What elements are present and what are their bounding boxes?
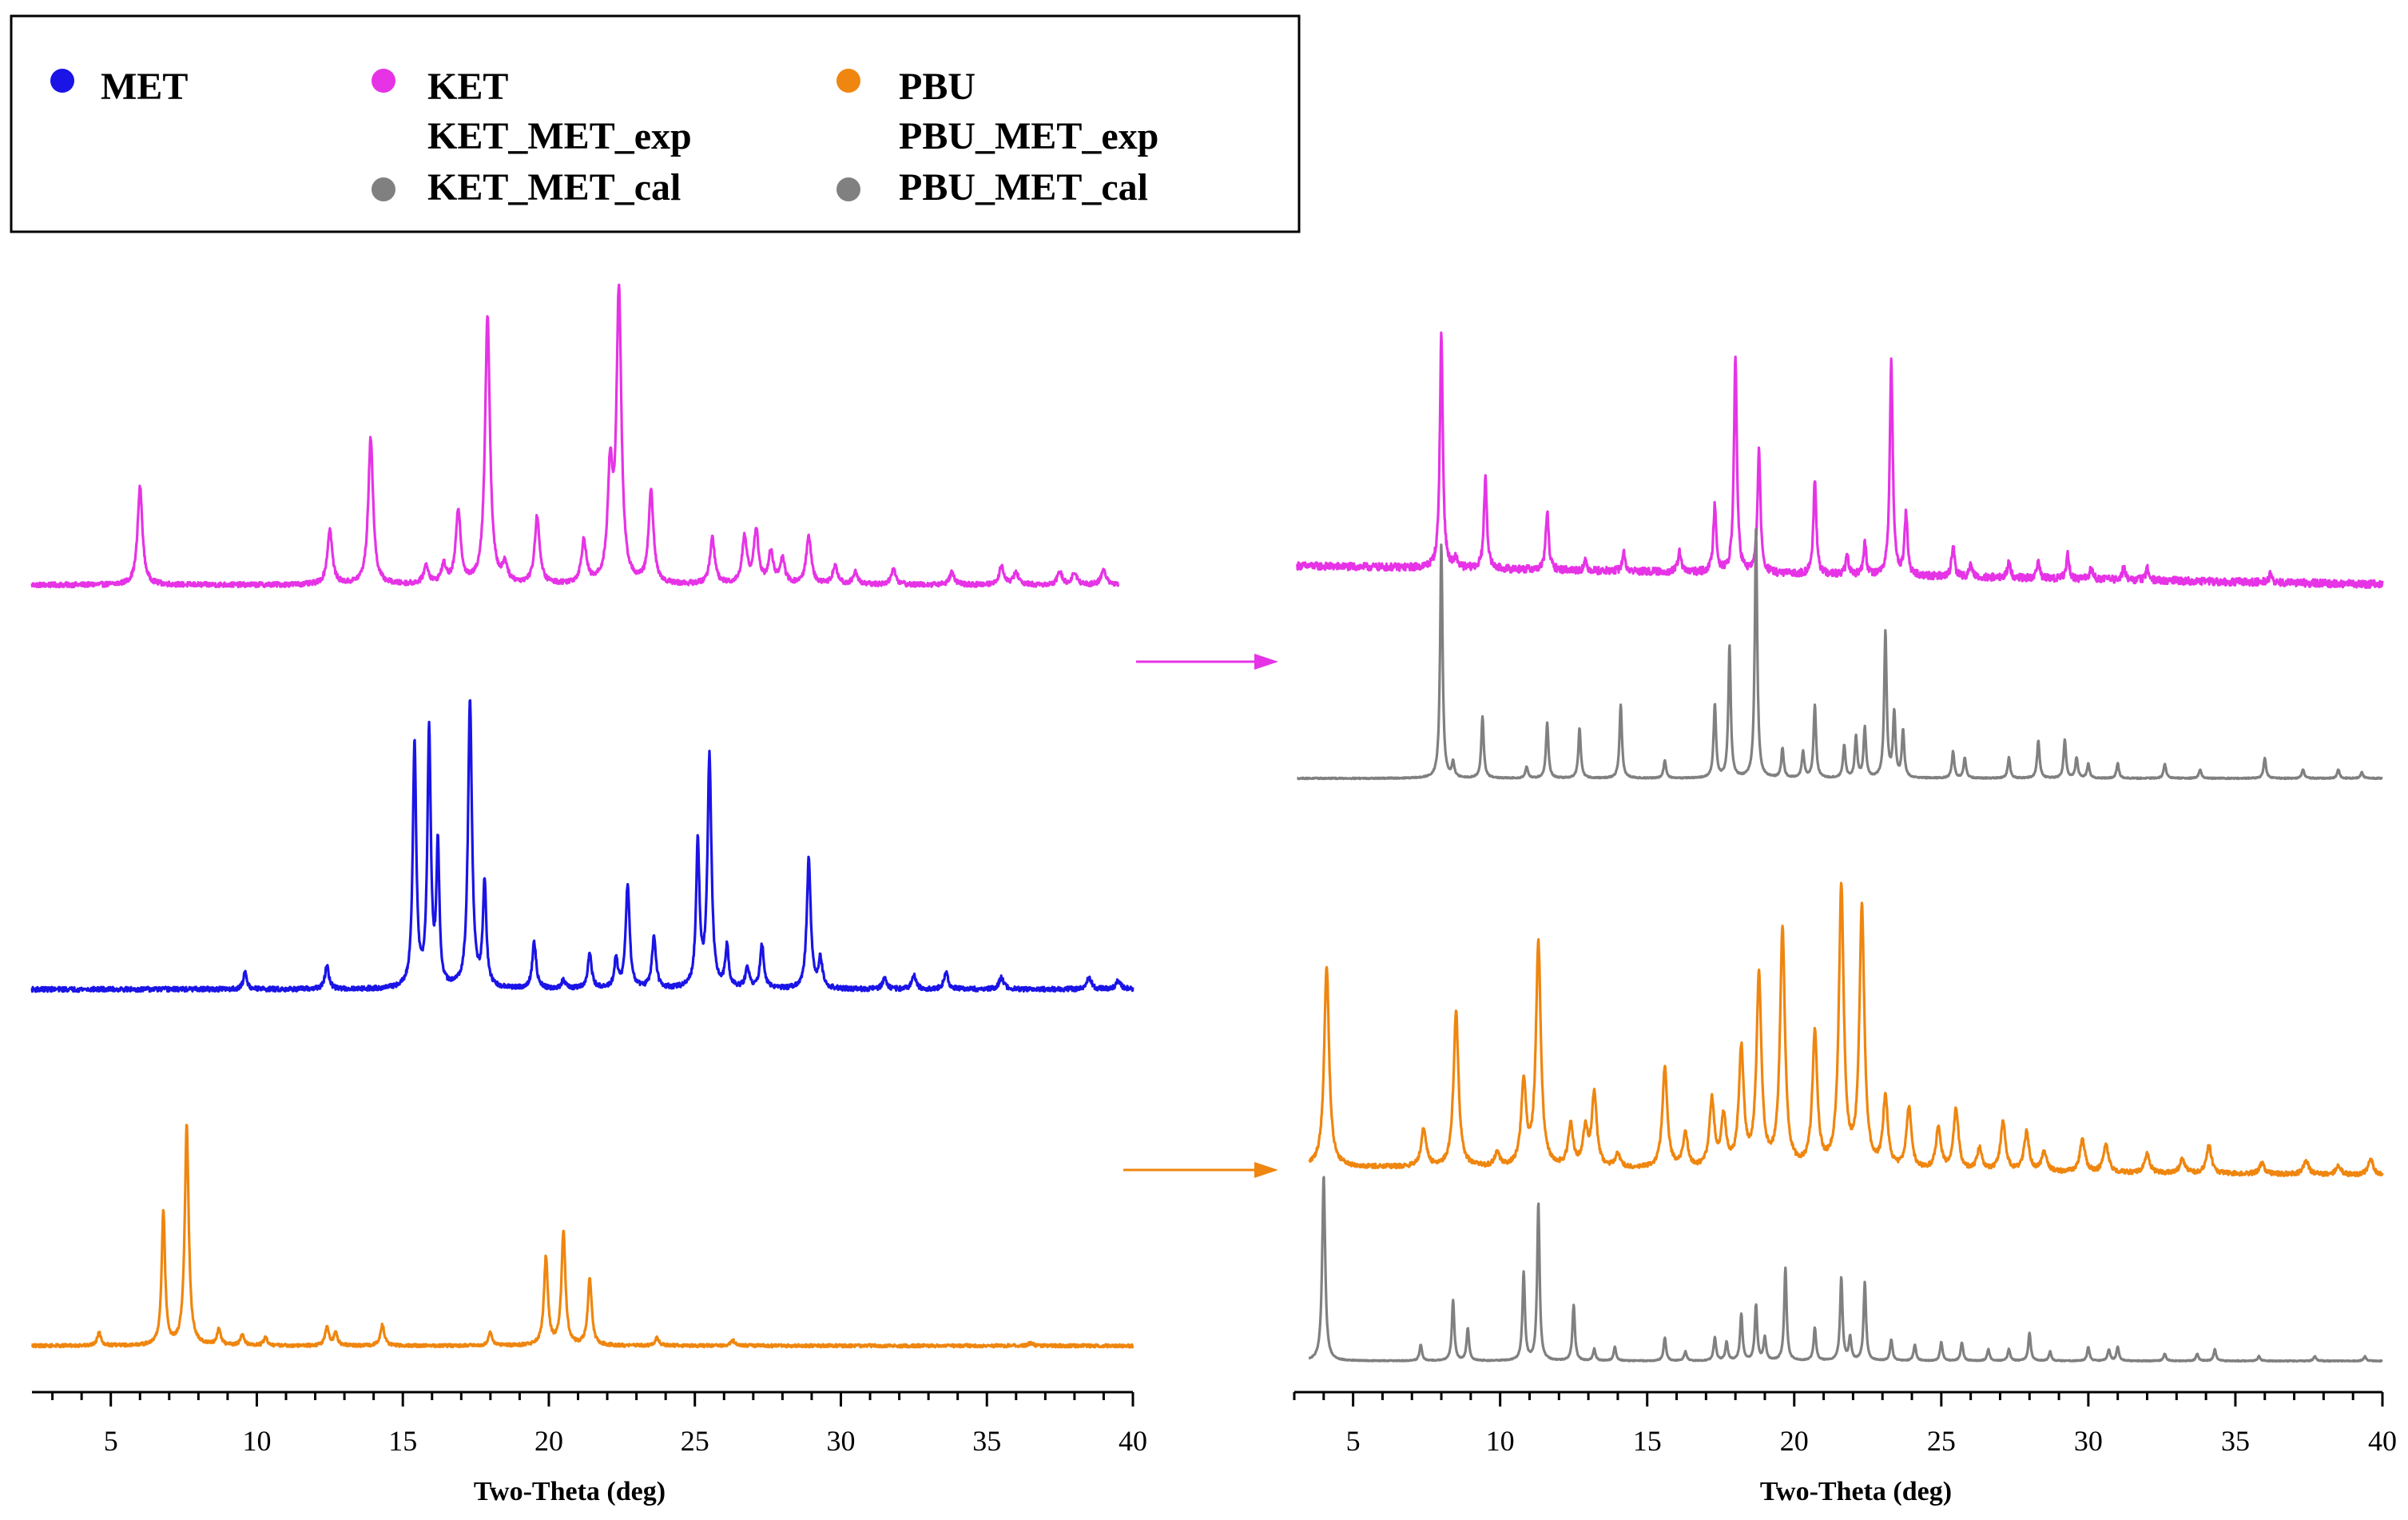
legend-marker-ket (372, 69, 395, 93)
x-tick-label: 40 (2368, 1425, 2397, 1457)
pbu-arrow-head (1254, 1162, 1278, 1178)
legend-label-ket-met-exp: KET_MET_exp (427, 115, 692, 157)
legend-label-pbu-met-exp: PBU_MET_exp (899, 115, 1158, 157)
legend-marker-ket-met-cal (372, 177, 395, 201)
series-pbu-line (30, 1124, 1134, 1349)
series-ket-met-cal-line (1296, 527, 2384, 781)
x-tick-label: 5 (104, 1425, 118, 1457)
chart-right: 5 10 15 20 25 30 35 40 Two-Theta (deg) (1293, 331, 2397, 1506)
left-x-axis-title: Two-Theta (deg) (474, 1477, 666, 1506)
ket-arrow-head (1254, 654, 1278, 670)
x-tick-label: 20 (534, 1425, 563, 1457)
x-tick-label: 30 (826, 1425, 855, 1457)
series-met-line (30, 698, 1134, 993)
right-x-axis-title: Two-Theta (deg) (1760, 1477, 1952, 1506)
x-tick-label: 15 (1633, 1425, 1662, 1457)
series-pbu-met-exp-line (1308, 881, 2384, 1178)
left-ticks: 5 10 15 20 25 30 35 40 (51, 1392, 1147, 1457)
legend-marker-pbu (836, 69, 860, 93)
x-tick-label: 35 (2221, 1425, 2250, 1457)
ket-arrow (1136, 654, 1278, 670)
x-tick-label: 40 (1119, 1425, 1147, 1457)
legend-label-ket-met-cal: KET_MET_cal (427, 166, 681, 209)
left-traces (30, 283, 1134, 1349)
x-tick-label: 35 (972, 1425, 1001, 1457)
legend-label-ket: KET (427, 66, 508, 108)
legend-label-pbu-met-cal: PBU_MET_cal (899, 166, 1148, 209)
series-pbu-met-cal-line (1308, 1176, 2384, 1363)
x-tick-label: 15 (388, 1425, 417, 1457)
legend-marker-met (50, 69, 74, 93)
legend: MET KET KET_MET_exp KET_MET_cal PBU PBU_… (10, 14, 1301, 233)
pbu-arrow (1123, 1162, 1278, 1178)
right-ticks: 5 10 15 20 25 30 35 40 (1293, 1392, 2397, 1457)
chart-left: 5 10 15 20 25 30 35 40 Two-Theta (deg) (30, 283, 1147, 1506)
x-tick-label: 20 (1780, 1425, 1809, 1457)
series-ket-line (30, 283, 1120, 589)
x-tick-label: 25 (1927, 1425, 1956, 1457)
legend-frame (10, 14, 1301, 233)
right-traces (1296, 331, 2384, 1363)
legend-label-met: MET (101, 66, 188, 108)
series-ket-met-exp-line (1296, 331, 2384, 589)
x-tick-label: 30 (2074, 1425, 2103, 1457)
legend-marker-pbu-met-cal (836, 177, 860, 201)
x-tick-label: 10 (242, 1425, 271, 1457)
legend-label-pbu: PBU (899, 66, 976, 108)
x-tick-label: 25 (681, 1425, 709, 1457)
x-tick-label: 10 (1486, 1425, 1515, 1457)
x-tick-label: 5 (1346, 1425, 1361, 1457)
